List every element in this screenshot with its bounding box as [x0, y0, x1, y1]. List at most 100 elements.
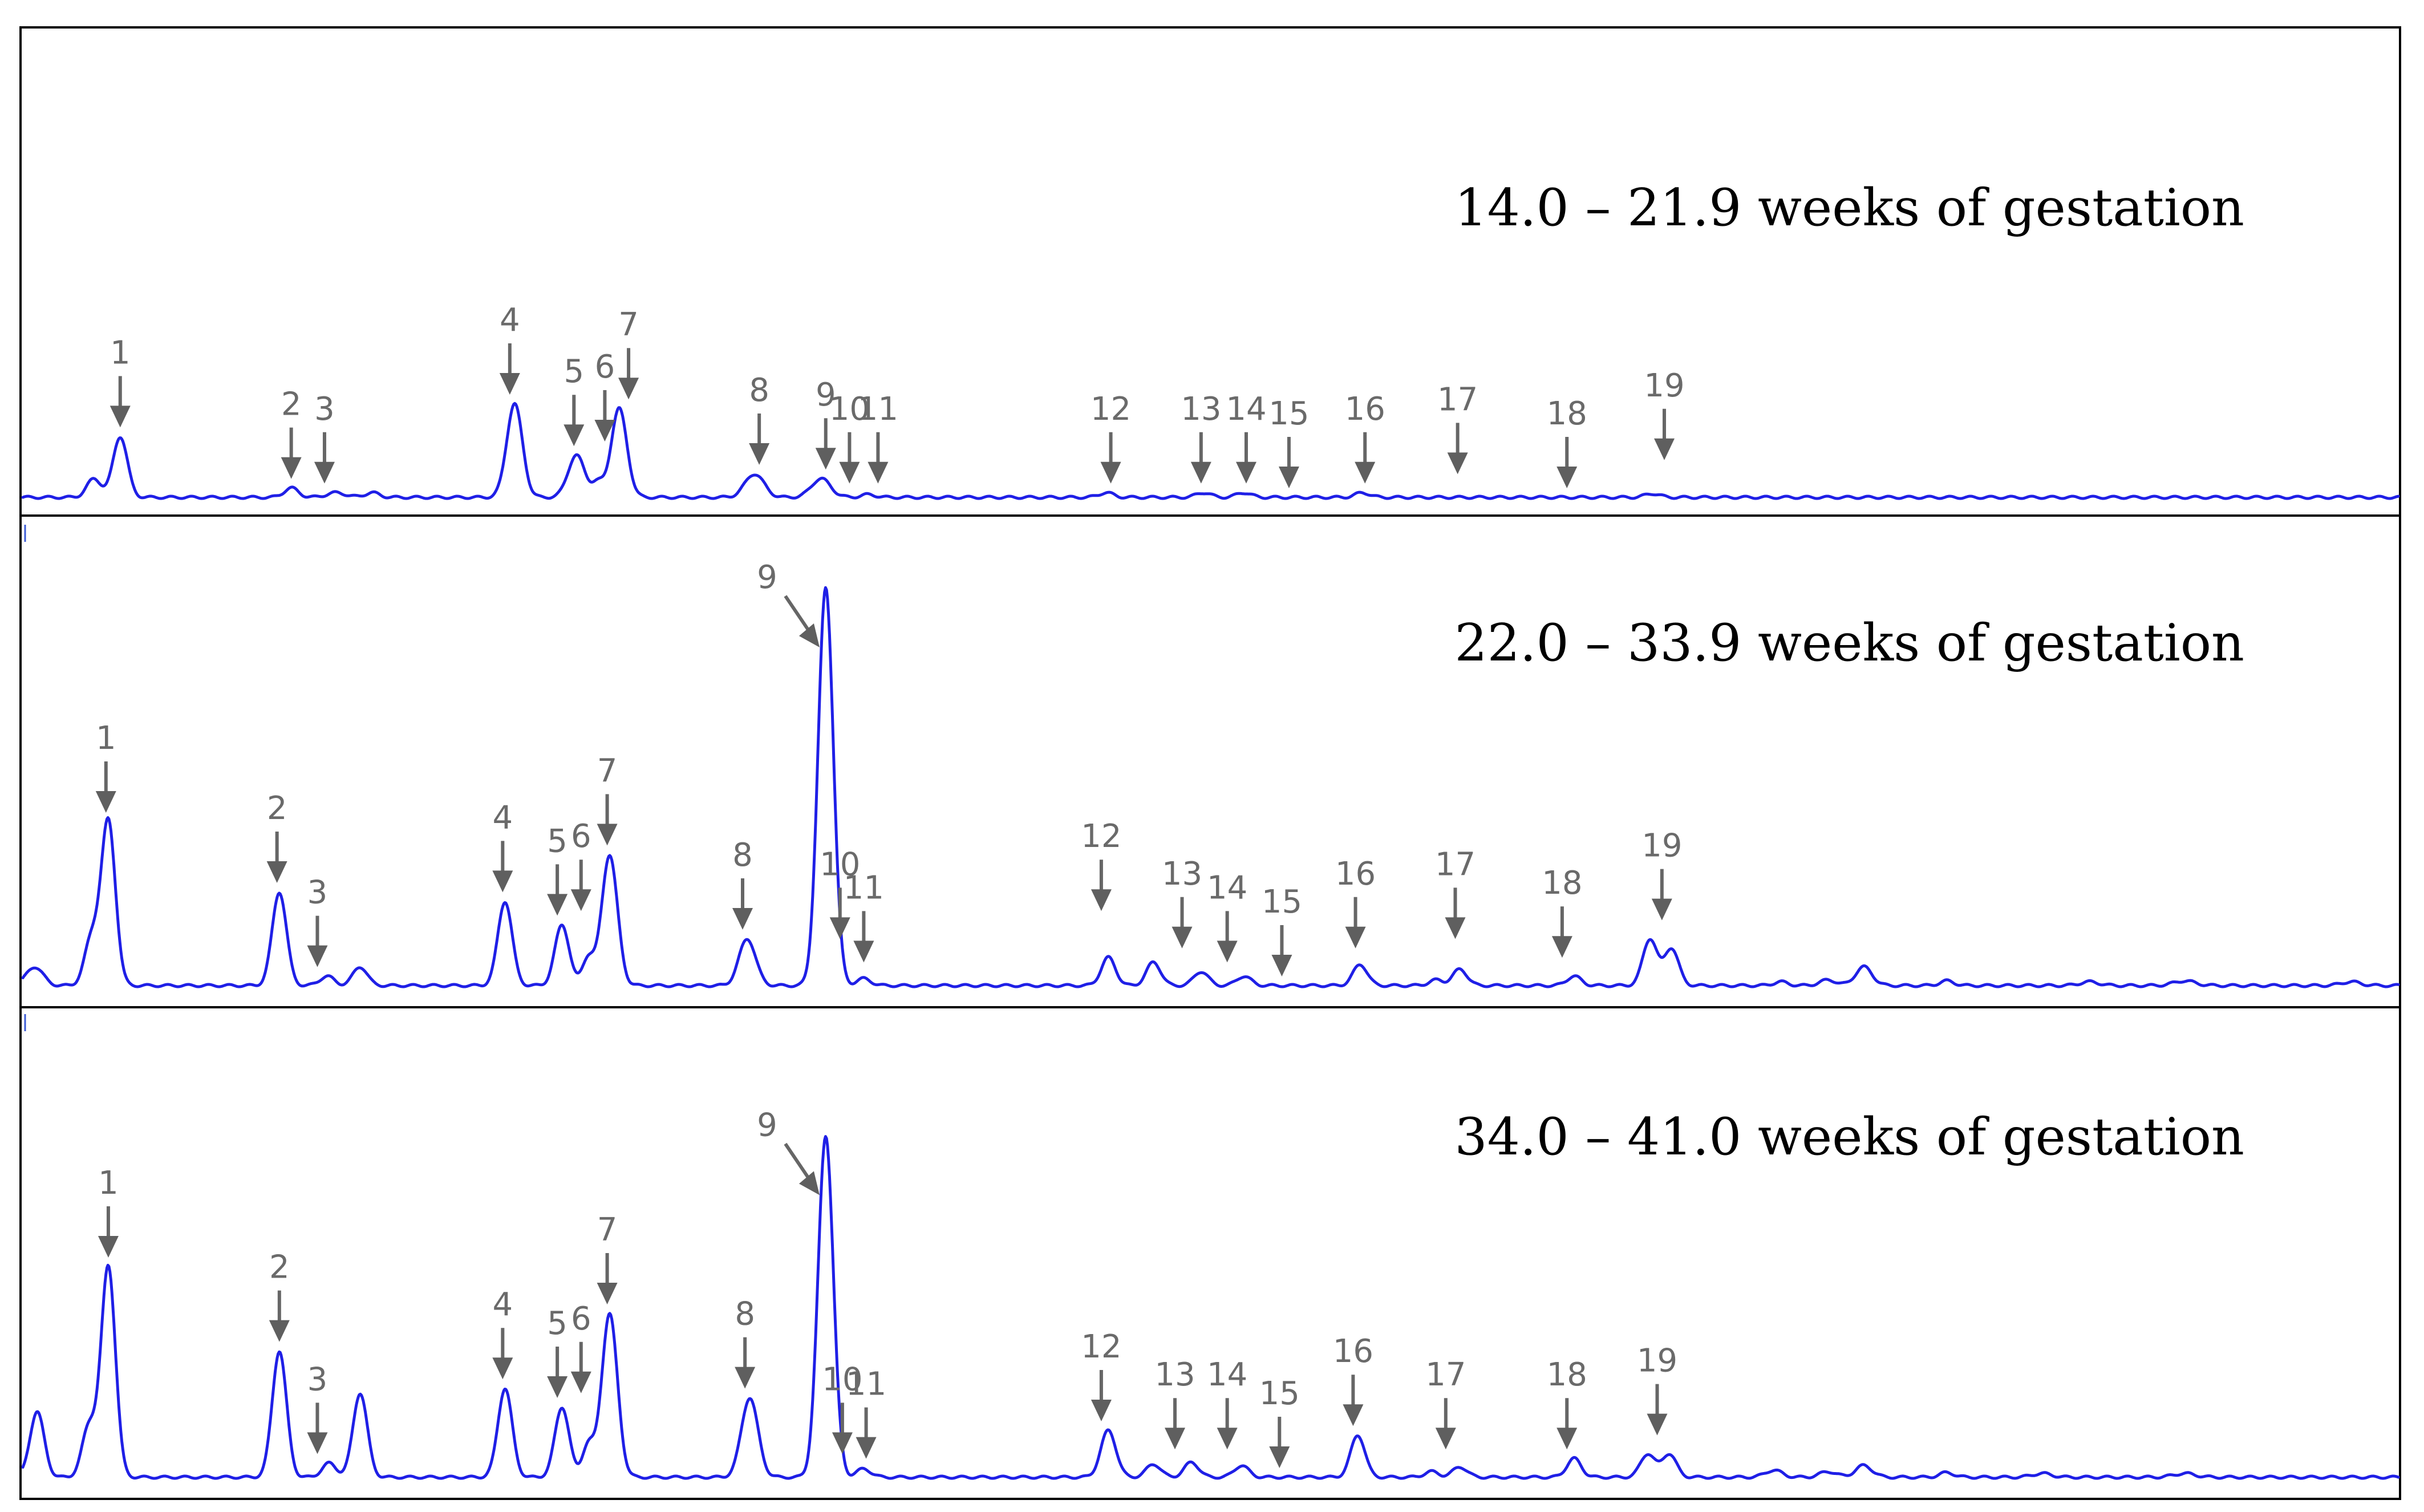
peak-label: 4: [500, 302, 520, 339]
peak-label: 17: [1425, 1356, 1466, 1393]
peak-marker-6: 6: [570, 1300, 591, 1393]
peak-marker-12: 12: [1091, 391, 1131, 484]
peak-label: 12: [1081, 1328, 1121, 1365]
peak-label: 18: [1547, 395, 1587, 432]
peak-label: 12: [1091, 391, 1131, 428]
peak-marker-10: 10: [822, 1361, 863, 1454]
peak-label: 9: [757, 1106, 777, 1144]
peak-label: 7: [618, 306, 639, 343]
peak-marker-13: 13: [1154, 1356, 1195, 1450]
peak-label: 6: [595, 348, 615, 386]
arrow-head: [1355, 461, 1376, 484]
peak-marker-7: 7: [618, 306, 639, 400]
peak-marker-16: 16: [1333, 1333, 1373, 1426]
arrow-head: [1647, 1413, 1668, 1436]
peak-label: 3: [307, 1361, 328, 1398]
peak-marker-11: 11: [858, 391, 898, 484]
peak-marker-3: 3: [307, 1361, 328, 1454]
peak-label: 3: [307, 874, 328, 911]
chromatogram-trace: [21, 402, 2400, 500]
arrow-head: [307, 945, 328, 967]
peak-label: 17: [1437, 381, 1478, 418]
peak-marker-3: 3: [307, 874, 328, 967]
peak-marker-2: 2: [281, 386, 302, 479]
arrow-head: [570, 1371, 591, 1393]
peak-label: 19: [1641, 828, 1682, 865]
panel-frame: [19, 1006, 2401, 1500]
peak-label: 14: [1207, 1356, 1247, 1393]
peak-marker-6: 6: [570, 818, 591, 911]
peak-label: 10: [822, 1361, 862, 1398]
peak-marker-8: 8: [735, 1296, 756, 1389]
peak-label: 16: [1333, 1333, 1373, 1370]
peak-marker-18: 18: [1547, 395, 1587, 488]
arrow-head: [856, 1437, 877, 1459]
peak-label: 15: [1268, 395, 1309, 432]
peak-label: 7: [597, 1211, 618, 1248]
arrow-head: [1278, 467, 1299, 488]
arrow-head: [732, 908, 753, 930]
peak-label: 10: [820, 846, 860, 883]
arrow-head: [564, 424, 585, 447]
arrow-head: [281, 457, 302, 479]
peak-label: 4: [493, 799, 513, 836]
arrow-head: [314, 461, 335, 484]
peak-label: 2: [267, 790, 287, 827]
peak-marker-15: 15: [1262, 883, 1302, 976]
peak-marker-11: 11: [844, 869, 884, 963]
peak-label: 1: [110, 334, 131, 371]
peak-marker-16: 16: [1335, 856, 1376, 948]
peak-marker-13: 13: [1162, 856, 1202, 948]
arrow-head: [1445, 917, 1466, 939]
peak-marker-13: 13: [1181, 391, 1221, 484]
arrow-head: [492, 870, 513, 893]
peak-label: 10: [829, 391, 870, 428]
peak-label: 1: [96, 720, 116, 757]
arrow-head: [1343, 1404, 1364, 1426]
peak-marker-6: 6: [594, 348, 615, 441]
arrow-head: [1165, 1428, 1186, 1450]
arrow-head: [1345, 926, 1366, 948]
peak-label: 5: [547, 1305, 568, 1342]
arrow-head: [1651, 898, 1672, 921]
arrow-head: [1190, 461, 1211, 484]
peak-marker-19: 19: [1641, 828, 1682, 921]
peak-marker-2: 2: [266, 790, 287, 883]
arrow-head: [839, 461, 860, 484]
peak-label: 9: [757, 559, 777, 596]
peak-label: 6: [571, 1300, 591, 1337]
arrow-head: [1091, 889, 1112, 911]
panel-title: 22.0 – 33.9 weeks of gestation: [1454, 613, 2244, 673]
peak-marker-18: 18: [1542, 865, 1583, 958]
arrow-head: [1435, 1428, 1456, 1450]
peak-marker-5: 5: [547, 1305, 568, 1398]
peak-marker-17: 17: [1425, 1356, 1466, 1450]
peak-label: 19: [1637, 1343, 1677, 1380]
arrow-head: [1100, 461, 1121, 484]
peak-label: 14: [1207, 869, 1247, 906]
peak-marker-8: 8: [732, 837, 753, 930]
arrow-head: [868, 461, 889, 484]
arrow-head: [798, 623, 820, 647]
peak-label: 4: [493, 1286, 513, 1323]
peak-marker-14: 14: [1207, 869, 1247, 963]
peak-marker-19: 19: [1637, 1343, 1677, 1436]
arrow-head: [749, 443, 770, 465]
arrow-head: [815, 448, 836, 470]
arrow-head: [597, 1283, 618, 1304]
peak-marker-1: 1: [110, 334, 131, 428]
arrow-head: [499, 373, 520, 395]
arrow-head: [735, 1367, 756, 1389]
arrow-head: [1269, 1446, 1290, 1468]
arrow-head: [853, 941, 874, 963]
chromatogram-trace: [21, 586, 2400, 988]
panel-frame: [19, 26, 2401, 517]
arrow-head: [1235, 461, 1256, 484]
arrow-head: [1556, 467, 1578, 488]
arrow-head: [618, 378, 639, 400]
peak-label: 17: [1435, 846, 1476, 883]
peak-marker-14: 14: [1226, 391, 1267, 484]
